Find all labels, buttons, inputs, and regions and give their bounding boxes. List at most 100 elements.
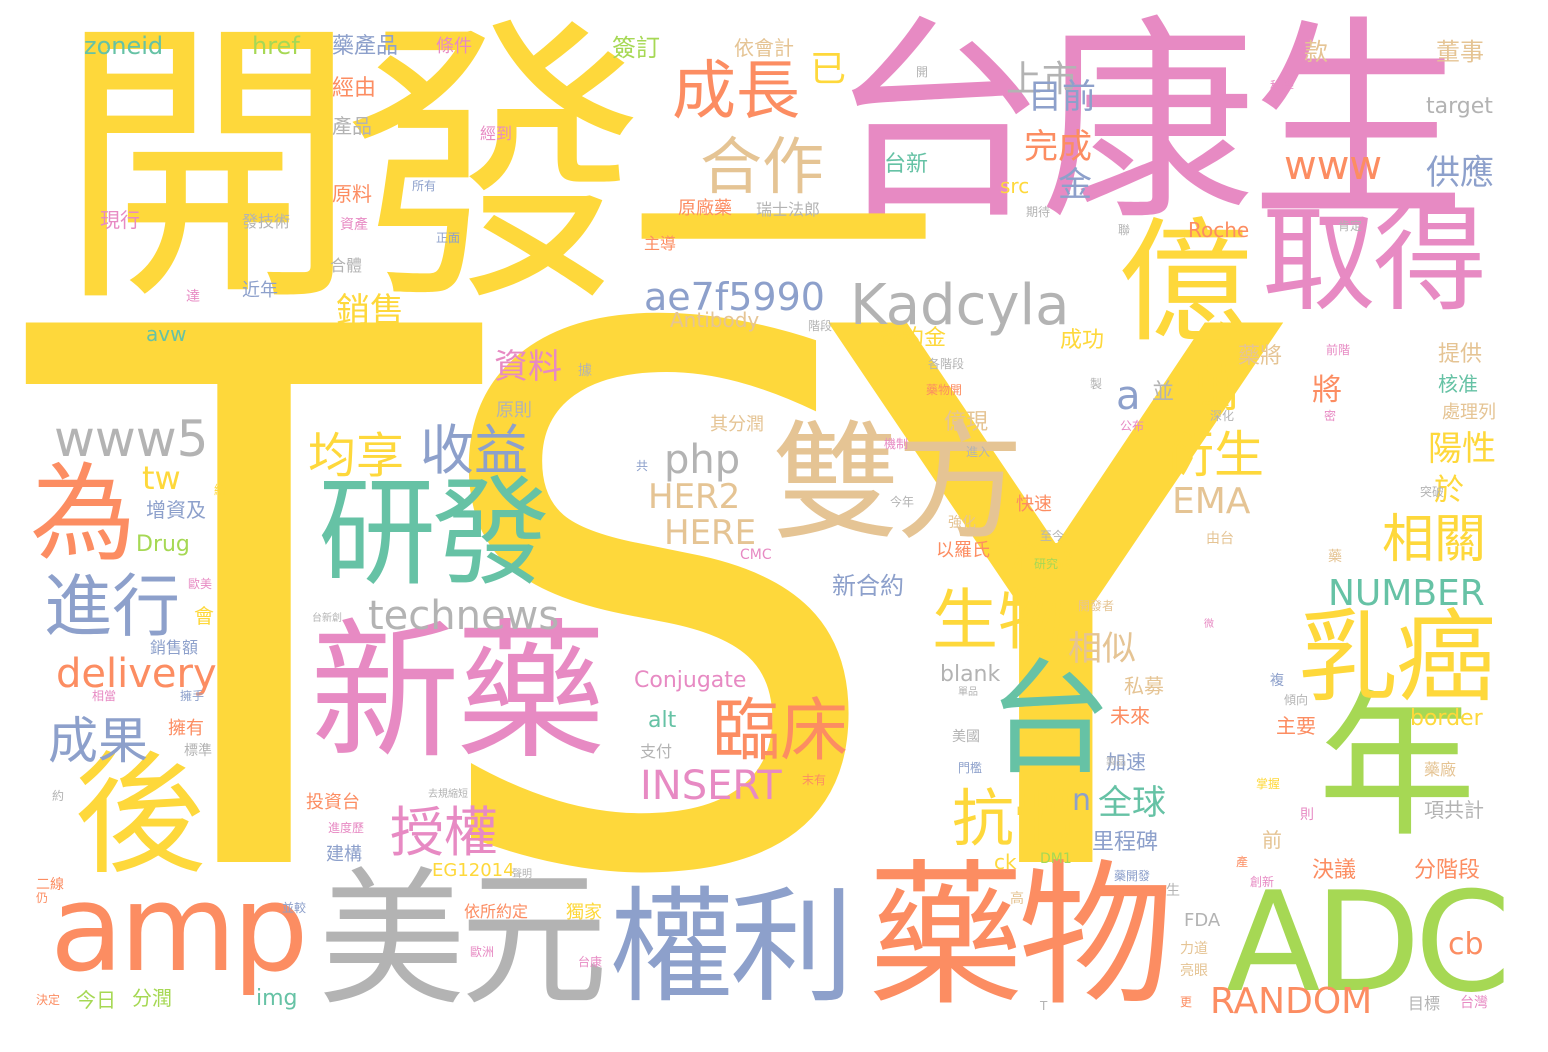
cloud-word: 主要 <box>1276 714 1316 738</box>
cloud-word: 里程碑 <box>1092 830 1159 855</box>
cloud-word: 前 <box>1262 828 1282 852</box>
cloud-word: 簽約金 <box>880 326 947 351</box>
cloud-word: 開 <box>916 65 929 79</box>
cloud-word: 台新創 <box>312 613 342 624</box>
cloud-word: 研究 <box>1034 557 1059 571</box>
cloud-word: 一 <box>628 60 938 421</box>
cloud-word: 製品 <box>1106 757 1126 768</box>
cloud-word: 投資台 <box>306 792 360 813</box>
cloud-word: 簽訂 <box>612 34 660 62</box>
cloud-word: 強化 <box>948 515 976 531</box>
cloud-word: 原料 <box>332 182 372 206</box>
cloud-word: FDA <box>1184 910 1221 931</box>
cloud-word: 依所約定 <box>464 902 529 921</box>
cloud-word: 款 <box>1304 38 1328 66</box>
cloud-word: 快速 <box>1016 494 1052 515</box>
cloud-word: 加速 <box>1106 750 1146 774</box>
cloud-word: T <box>1040 999 1048 1013</box>
cloud-word: 台 <box>988 648 1113 792</box>
cloud-word: 相關 <box>1382 510 1487 570</box>
cloud-word: 衍生 <box>1164 426 1264 484</box>
cloud-word: 其分潤 <box>710 414 764 435</box>
cloud-word: 所有 <box>412 179 437 193</box>
cloud-word: 創新 <box>1250 875 1275 889</box>
cloud-word: RANDOM <box>1210 981 1373 1022</box>
cloud-word: 新藥 <box>310 606 606 780</box>
cloud-word: 董事 <box>1436 38 1484 66</box>
cloud-word: 完成 <box>1024 127 1092 167</box>
cloud-word: 美元 <box>318 854 608 1026</box>
cloud-word: 續 <box>214 483 227 497</box>
cloud-word: 資料 <box>494 347 562 387</box>
cloud-word: 分階段 <box>1414 858 1481 883</box>
cloud-word: 於 <box>1434 473 1464 508</box>
cloud-word: CMC <box>740 547 772 563</box>
cloud-word: 支付 <box>640 742 673 761</box>
cloud-word: 建構 <box>326 844 362 865</box>
cloud-word: 年 <box>1318 675 1476 859</box>
cloud-word: avw <box>146 322 187 346</box>
cloud-word: 近年 <box>242 280 278 301</box>
cloud-word: 取得 <box>1262 194 1487 327</box>
cloud-word: 美國 <box>952 729 980 745</box>
cloud-word: 進行 <box>44 568 181 647</box>
cloud-word: 單品 <box>958 687 978 698</box>
cloud-word: 收益 <box>420 419 528 482</box>
cloud-word: 開發 <box>58 0 644 342</box>
cloud-word: 決議 <box>1312 858 1357 883</box>
cloud-word: 新合約 <box>832 572 904 600</box>
cloud-word: 分潤 <box>132 986 172 1010</box>
cloud-word: href <box>252 32 300 60</box>
cloud-word: 門檻 <box>958 761 983 775</box>
cloud-word: 前階 <box>1326 343 1351 357</box>
cloud-word: 依會計 <box>734 36 794 60</box>
cloud-word: 進度歷 <box>328 821 365 835</box>
cloud-word: Roche <box>1188 218 1250 242</box>
cloud-word: 複 <box>1270 673 1284 689</box>
cloud-word: 藥物 <box>868 845 1174 1027</box>
cloud-word: 核准 <box>1438 372 1478 396</box>
cloud-word: 歐洲 <box>470 945 495 959</box>
cloud-word: 突破 <box>1420 485 1445 499</box>
cloud-word: 全球 <box>1098 783 1166 823</box>
cloud-word: 藥產品 <box>332 34 399 59</box>
cloud-word: target <box>1426 94 1493 119</box>
cloud-word: 合作 <box>700 130 825 203</box>
cloud-word: 機制 <box>884 437 909 451</box>
cloud-word: 乳癌 <box>1298 599 1496 716</box>
cloud-word: delivery <box>56 651 217 697</box>
cloud-word: 臨床 <box>712 692 849 771</box>
cloud-word: 合體 <box>330 256 363 275</box>
cloud-word: 並 <box>1152 380 1175 405</box>
cloud-word: 銷售額 <box>150 638 199 657</box>
cloud-word: 藥 <box>1328 549 1342 565</box>
cloud-word: 萬 <box>1190 360 1240 418</box>
cloud-word: 科學 <box>1270 79 1295 93</box>
cloud-word: 資產 <box>340 217 368 233</box>
cloud-word: 私募 <box>1124 674 1164 698</box>
cloud-word: 並較 <box>282 901 307 915</box>
cloud-word: 獨家 <box>566 902 602 923</box>
cloud-word: 億現 <box>944 410 989 435</box>
cloud-word: Kadcyla <box>850 273 1070 338</box>
cloud-word: DM1 <box>1040 851 1072 867</box>
cloud-word: 發技術 <box>242 212 291 231</box>
cloud-word: 未來 <box>1110 704 1150 728</box>
cloud-word: 銷售 <box>336 291 404 331</box>
cloud-word: 經由 <box>332 76 377 101</box>
cloud-word: tw <box>142 459 181 497</box>
cloud-word: 已 <box>810 49 847 90</box>
cloud-word: 以羅氏 <box>936 540 990 561</box>
cloud-word: 藥物開 <box>926 383 963 397</box>
cloud-word: 生物 <box>932 582 1064 659</box>
cloud-word: 擁有 <box>168 718 204 739</box>
cloud-word: 成功 <box>1060 328 1105 353</box>
cloud-word: 去規縮短 <box>428 789 468 800</box>
cloud-word: 項共計 <box>1424 798 1484 822</box>
cloud-word: Conjugate <box>634 668 747 693</box>
cloud-word: 由台 <box>1206 531 1234 547</box>
cloud-word: 目標 <box>1408 994 1441 1013</box>
cloud-word: 聲明 <box>512 869 532 880</box>
cloud-word: 決定 <box>36 993 61 1007</box>
